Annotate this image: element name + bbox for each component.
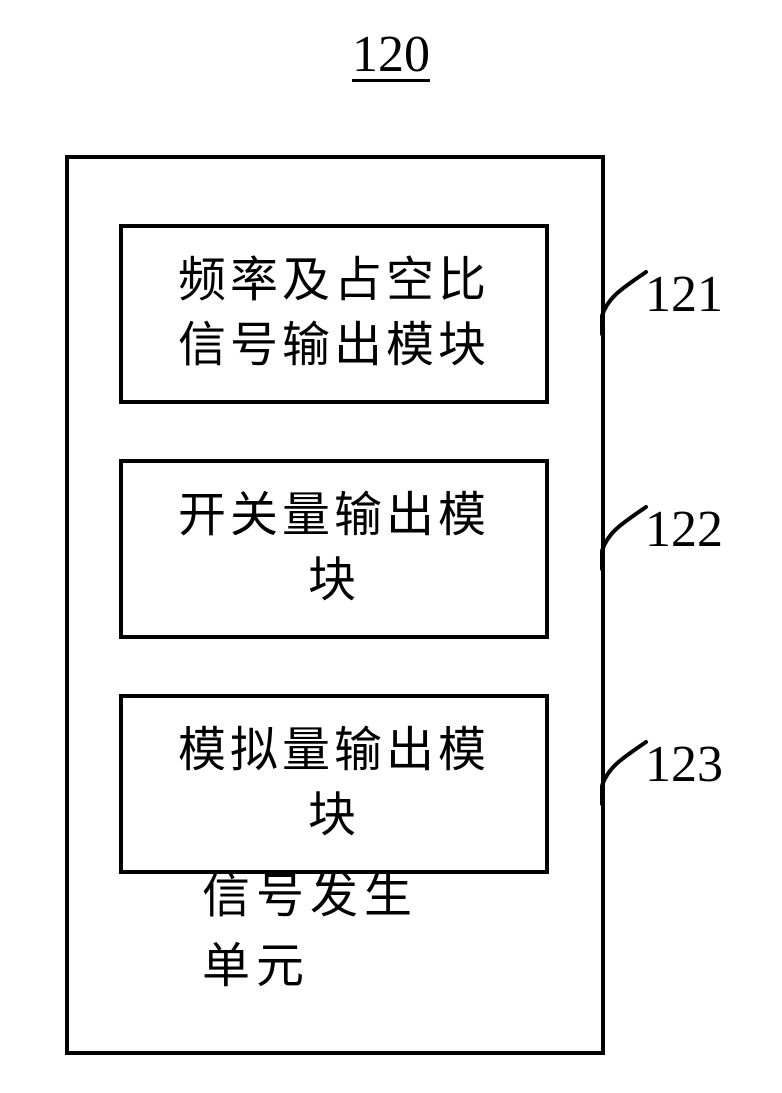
lead-line-121 [598, 268, 650, 338]
block-123-line2: 块 [308, 784, 360, 849]
block-121-line1: 频率及占空比 [178, 249, 490, 314]
container-box: 频率及占空比 信号输出模块 开关量输出模 块 模拟量输出模 块 信号发生单元 [65, 155, 605, 1055]
block-122-line1: 开关量输出模 [178, 484, 490, 549]
block-122-line2: 块 [308, 549, 360, 614]
lead-line-122 [598, 503, 650, 573]
block-123-line1: 模拟量输出模 [178, 719, 490, 784]
lead-line-123 [598, 738, 650, 808]
block-121-line2: 信号输出模块 [178, 314, 490, 379]
label-121: 121 [645, 265, 723, 324]
label-123: 123 [645, 735, 723, 794]
block-123: 模拟量输出模 块 [119, 694, 549, 874]
container-label: 信号发生单元 [202, 856, 468, 996]
label-122: 122 [645, 500, 723, 559]
block-122: 开关量输出模 块 [119, 459, 549, 639]
block-121: 频率及占空比 信号输出模块 [119, 224, 549, 404]
diagram-title: 120 [352, 25, 430, 84]
